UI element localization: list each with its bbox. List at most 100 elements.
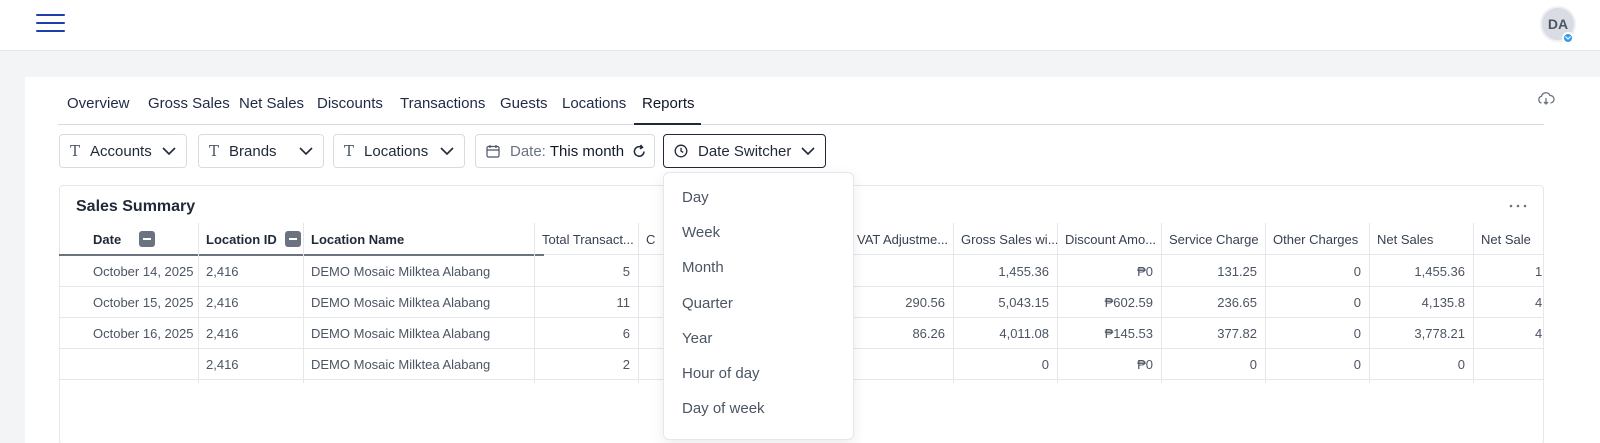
column-header-total-transactions[interactable]: Total Transact... (542, 231, 634, 247)
brands-filter-label: Brands (229, 142, 277, 160)
cell-other-charges: 0 (1353, 295, 1361, 310)
cell-service-charge: 0 (1249, 357, 1257, 372)
column-header-location-id[interactable]: Location ID (198, 223, 304, 255)
cell-date: October 16, 2025 (93, 326, 194, 341)
cell-vat-adjustment (849, 349, 953, 380)
text-type-icon: T (209, 142, 220, 160)
column-header-discount-amount[interactable]: Discount Amo... (1065, 231, 1157, 247)
menu-item-day-of-week[interactable]: Day of week (682, 400, 765, 417)
column-header-location-id-label: Location ID (206, 231, 277, 247)
chevron-down-icon (299, 147, 313, 156)
collapse-column-icon[interactable] (284, 231, 301, 247)
locations-filter[interactable]: T Locations (333, 134, 465, 168)
text-type-icon: T (344, 142, 355, 160)
tab-bar: Overview Gross Sales Net Sales Discounts… (58, 89, 1544, 125)
menu-item-quarter[interactable]: Quarter (682, 295, 733, 312)
column-divider (1473, 223, 1474, 383)
cell-discount-amount: ₱145.53 (1104, 326, 1153, 341)
text-type-icon: T (70, 142, 81, 160)
cell-date: October 14, 2025 (93, 264, 194, 279)
column-divider (1369, 223, 1370, 383)
column-header-vat-adjustment[interactable]: VAT Adjustme... (857, 231, 949, 247)
cell-net-sales-2 (1473, 349, 1544, 380)
chevron-down-icon (162, 147, 176, 156)
cell-total-transactions: 11 (616, 295, 631, 310)
panel-title: Sales Summary (76, 198, 196, 215)
date-switcher-label: Date Switcher (698, 142, 792, 160)
column-header-service-charge[interactable]: Service Charge (1169, 231, 1259, 247)
menu-item-hour-of-day[interactable]: Hour of day (682, 365, 760, 382)
date-switcher-menu: Day Week Month Quarter Year Hour of day … (663, 172, 854, 440)
column-header-gross-sales-wi[interactable]: Gross Sales wi... (961, 231, 1057, 247)
date-filter[interactable]: Date: This month (475, 134, 655, 168)
active-tab-indicator (634, 123, 701, 125)
accounts-filter[interactable]: T Accounts (59, 134, 187, 168)
date-filter-label: Date: (510, 142, 546, 160)
date-filter-value: This month (549, 142, 625, 160)
column-header-net-sales-2[interactable]: Net Sale (1481, 231, 1531, 247)
column-divider (953, 223, 954, 383)
menu-item-week[interactable]: Week (682, 224, 721, 241)
group-header-underline (59, 254, 544, 256)
cell-gross-sales-wi: 4,011.08 (999, 326, 1049, 341)
menu-item-year[interactable]: Year (682, 330, 713, 347)
column-header-net-sales[interactable]: Net Sales (1377, 231, 1434, 247)
column-header-other-charges[interactable]: Other Charges (1273, 231, 1359, 247)
date-switcher-button[interactable]: Date Switcher (663, 134, 826, 168)
cell-date (85, 349, 198, 380)
cell-net-sales-2: 4 (1535, 295, 1543, 310)
cell-gross-sales-wi: 5,043.15 (998, 295, 1049, 310)
cell-discount-amount: ₱602.59 (1104, 295, 1153, 310)
chevron-down-icon (440, 147, 454, 156)
cell-vat-adjustment: 290.56 (905, 295, 945, 310)
reset-icon[interactable] (632, 144, 647, 159)
tab-discounts[interactable]: Discounts (317, 95, 383, 112)
tab-locations[interactable]: Locations (562, 95, 627, 112)
menu-item-day[interactable]: Day (682, 189, 709, 206)
tab-reports[interactable]: Reports (642, 95, 695, 112)
tab-overview[interactable]: Overview (67, 95, 130, 112)
cell-total-transactions: 5 (622, 264, 630, 279)
top-bar (0, 0, 1600, 51)
column-divider (303, 223, 304, 383)
cell-other-charges: 0 (1353, 357, 1361, 372)
chevron-down-icon (801, 147, 815, 156)
cell-location-name: DEMO Mosaic Milktea Alabang (311, 357, 491, 372)
column-divider (1161, 223, 1162, 383)
cell-service-charge: 236.65 (1217, 295, 1257, 310)
avatar[interactable]: DA (1540, 6, 1576, 42)
accounts-filter-label: Accounts (90, 142, 152, 160)
menu-item-month[interactable]: Month (682, 259, 724, 276)
column-divider (1265, 223, 1266, 383)
column-header-date-label: Date (93, 231, 122, 247)
collapse-column-icon[interactable] (139, 231, 156, 247)
clock-icon (674, 144, 688, 158)
cell-location-id: 2,416 (206, 326, 239, 341)
hamburger-menu-icon[interactable] (36, 13, 65, 33)
cell-gross-sales-wi: 1,455.36 (998, 264, 1049, 279)
more-options-icon[interactable] (1508, 203, 1528, 209)
cell-other-charges: 0 (1353, 264, 1361, 279)
cell-vat-adjustment: 86.26 (912, 326, 945, 341)
tab-guests[interactable]: Guests (500, 95, 548, 112)
column-divider (198, 223, 199, 383)
tab-gross-sales[interactable]: Gross Sales (148, 95, 230, 112)
cell-net-sales: 4,135.8 (1421, 295, 1465, 310)
cell-net-sales: 1,455.36 (1414, 264, 1465, 279)
cell-net-sales: 3,778.21 (1414, 326, 1465, 341)
cell-date: October 15, 2025 (93, 295, 194, 310)
column-divider (534, 223, 535, 383)
column-header-location-name[interactable]: Location Name (311, 231, 405, 247)
cell-location-name: DEMO Mosaic Milktea Alabang (311, 326, 491, 341)
column-header-c[interactable]: C (646, 231, 656, 247)
cell-location-id: 2,416 (206, 295, 239, 310)
cell-net-sales: 0 (1457, 357, 1465, 372)
column-header-date[interactable]: Date (85, 223, 200, 255)
cell-service-charge: 377.82 (1217, 326, 1257, 341)
cloud-download-icon[interactable] (1537, 92, 1555, 106)
tab-net-sales[interactable]: Net Sales (239, 95, 305, 112)
brands-filter[interactable]: T Brands (198, 134, 324, 168)
cell-net-sales-2: 1 (1535, 264, 1543, 279)
tab-transactions[interactable]: Transactions (400, 95, 486, 112)
column-divider (1057, 223, 1058, 383)
